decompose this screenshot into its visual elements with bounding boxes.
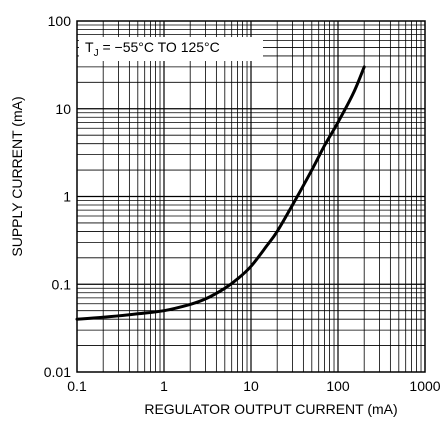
y-tick-labels: 0.01 0.1 1 10 100	[44, 13, 71, 380]
annotation-background	[79, 37, 263, 61]
supply-current-curve	[75, 65, 366, 321]
annotation-subscript: J	[94, 48, 99, 59]
plot-frame	[76, 20, 426, 373]
chart-grid	[77, 21, 425, 372]
temperature-range-annotation: TJ = −55°C TO 125°C	[79, 37, 263, 61]
y-tick-label: 10	[55, 101, 71, 117]
x-tick-label: 100	[326, 378, 350, 394]
y-tick-label: 100	[48, 13, 72, 29]
x-tick-label: 1	[160, 378, 168, 394]
annotation-prefix: T	[85, 39, 94, 55]
x-tick-label: 1000	[409, 378, 440, 394]
annotation-text: TJ = −55°C TO 125°C	[85, 39, 220, 59]
y-tick-label: 1	[63, 189, 71, 205]
y-tick-label: 0.01	[44, 364, 71, 380]
annotation-suffix: = −55°C TO 125°C	[99, 39, 220, 55]
x-axis-label: REGULATOR OUTPUT CURRENT (mA)	[144, 401, 397, 417]
y-tick-label: 0.1	[52, 276, 72, 292]
x-tick-label: 10	[243, 378, 259, 394]
y-axis-label: SUPPLY CURRENT (mA)	[9, 96, 25, 256]
x-tick-label: 0.1	[67, 378, 87, 394]
x-tick-labels: 0.1 1 10 100 1000	[67, 378, 441, 394]
